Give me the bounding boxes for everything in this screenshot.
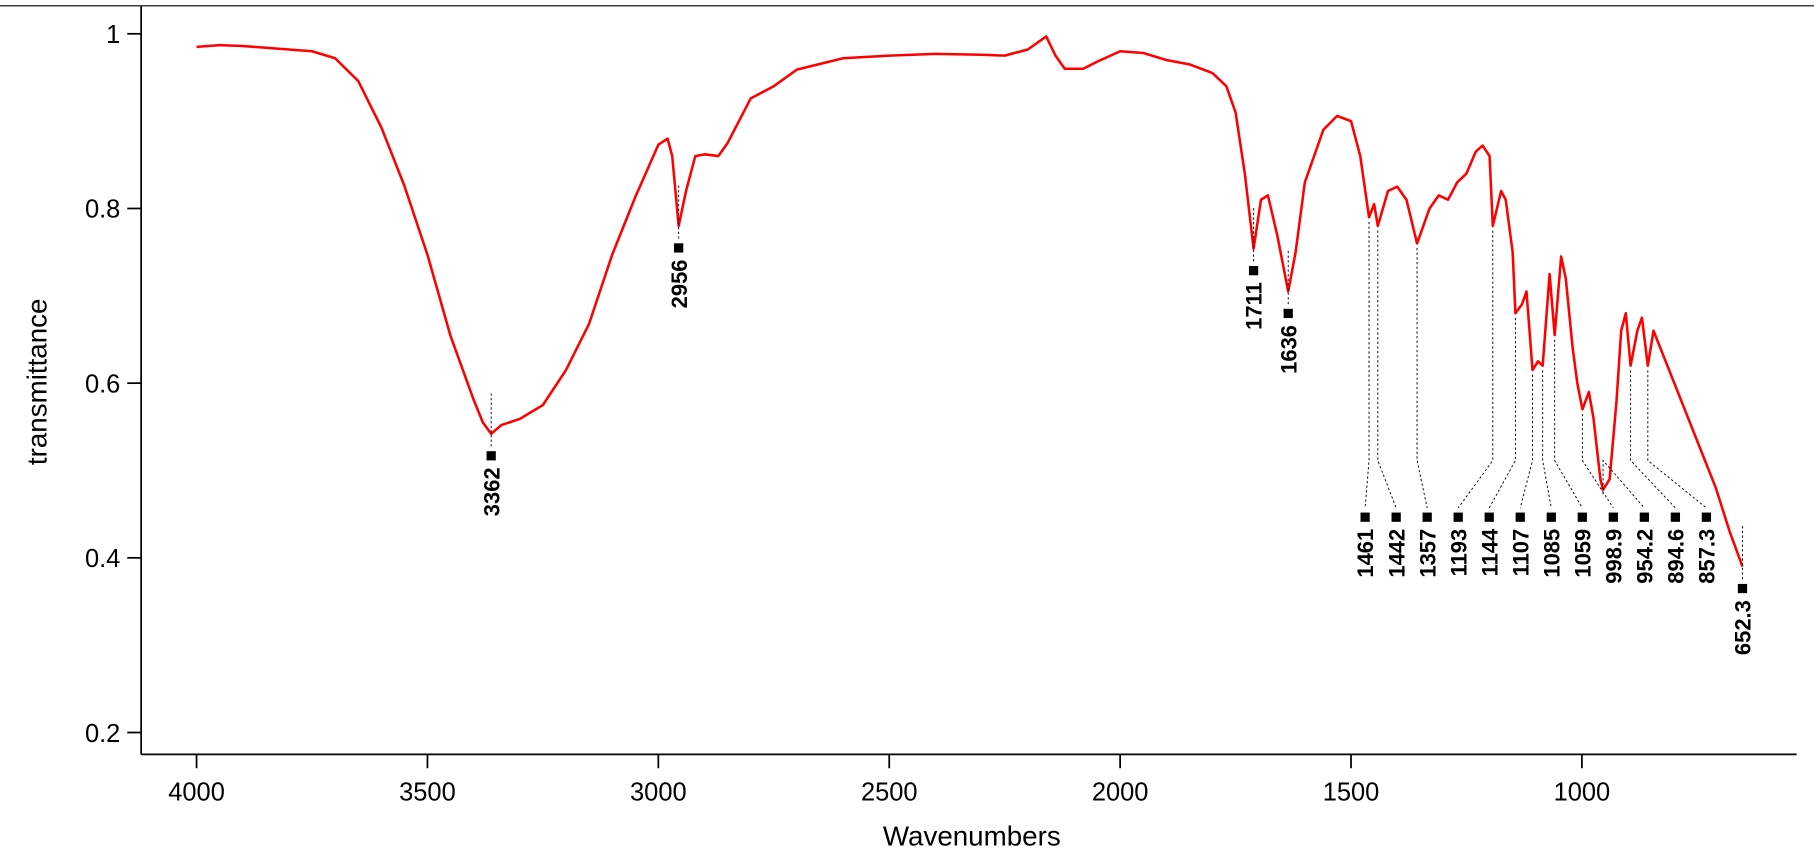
y-tick-label: 1: [106, 21, 120, 49]
x-axis-title: Wavenumbers: [883, 821, 1061, 852]
peak-label: 1144: [1477, 528, 1502, 576]
peak-leader: [1519, 374, 1533, 509]
x-tick-label: 4000: [168, 779, 225, 807]
peak-marker: [1283, 308, 1293, 319]
peak-label: 1636: [1276, 325, 1301, 374]
peak-leader: [1416, 248, 1428, 509]
peak-label: 1085: [1539, 529, 1564, 578]
peak-label: 652.3: [1731, 600, 1756, 655]
peak-marker: [1391, 512, 1401, 522]
y-tick-label: 0.4: [85, 545, 120, 573]
peak-label: 857.3: [1695, 529, 1720, 584]
peak-marker: [1546, 512, 1556, 522]
peak-label: 1357: [1415, 529, 1440, 578]
peak-marker: [1577, 512, 1587, 522]
peak-leader: [1602, 459, 1645, 509]
spectrum-line: [196, 35, 1744, 568]
x-tick-label: 1500: [1323, 779, 1380, 807]
peak-label: 954.2: [1632, 529, 1657, 584]
y-tick-label: 0.2: [85, 720, 120, 748]
peak-marker: [1248, 266, 1259, 276]
plot-area: 4000 3500 3000 2500 2000 1500 1000 0.2 0.4 0.6 0.8…: [85, 21, 1756, 807]
peak-marker: [674, 243, 684, 253]
peak-marker: [1360, 512, 1370, 522]
peak-marker: [486, 451, 496, 461]
x-tick-label: 2500: [861, 779, 918, 807]
peak-marker: [1701, 512, 1712, 522]
peak-marker: [1515, 512, 1525, 522]
y-tick-label: 0.6: [85, 370, 120, 398]
peak-leader: [1457, 230, 1494, 509]
peak-label: 1461: [1353, 529, 1378, 578]
peak-label: 1107: [1508, 529, 1533, 577]
peak-marker: [1639, 512, 1649, 522]
peak-leader: [1377, 230, 1397, 509]
peak-marker: [1608, 512, 1618, 522]
peak-leader: [1364, 221, 1370, 508]
peak-label: 3362: [479, 467, 504, 516]
peak-label: 2956: [667, 259, 692, 308]
x-tick-label: 1000: [1554, 779, 1611, 807]
y-tick-label: 0.8: [85, 196, 120, 224]
peak-leader: [1647, 370, 1707, 509]
peak-marker: [1453, 512, 1463, 522]
peak-label: 1059: [1570, 529, 1595, 578]
peak-leader: [1542, 370, 1552, 509]
peak-label: 1442: [1384, 529, 1409, 578]
peak-marker: [1422, 512, 1432, 522]
peak-leader: [1488, 317, 1516, 509]
peak-label: 1193: [1446, 529, 1471, 577]
x-tick-label: 2000: [1092, 779, 1149, 807]
y-axis-title: transmittance: [21, 299, 52, 466]
peak-label: 894.6: [1663, 529, 1688, 584]
peak-label: 998.9: [1601, 529, 1626, 584]
peak-marker: [1484, 512, 1494, 522]
peak-marker: [1670, 512, 1681, 522]
peak-leader: [1554, 339, 1583, 509]
peak-label: 1711: [1242, 282, 1267, 330]
x-tick-label: 3000: [630, 779, 687, 807]
peak-marker: [1737, 583, 1748, 594]
peak-leader: [1630, 370, 1676, 509]
x-tick-label: 3500: [399, 779, 456, 807]
